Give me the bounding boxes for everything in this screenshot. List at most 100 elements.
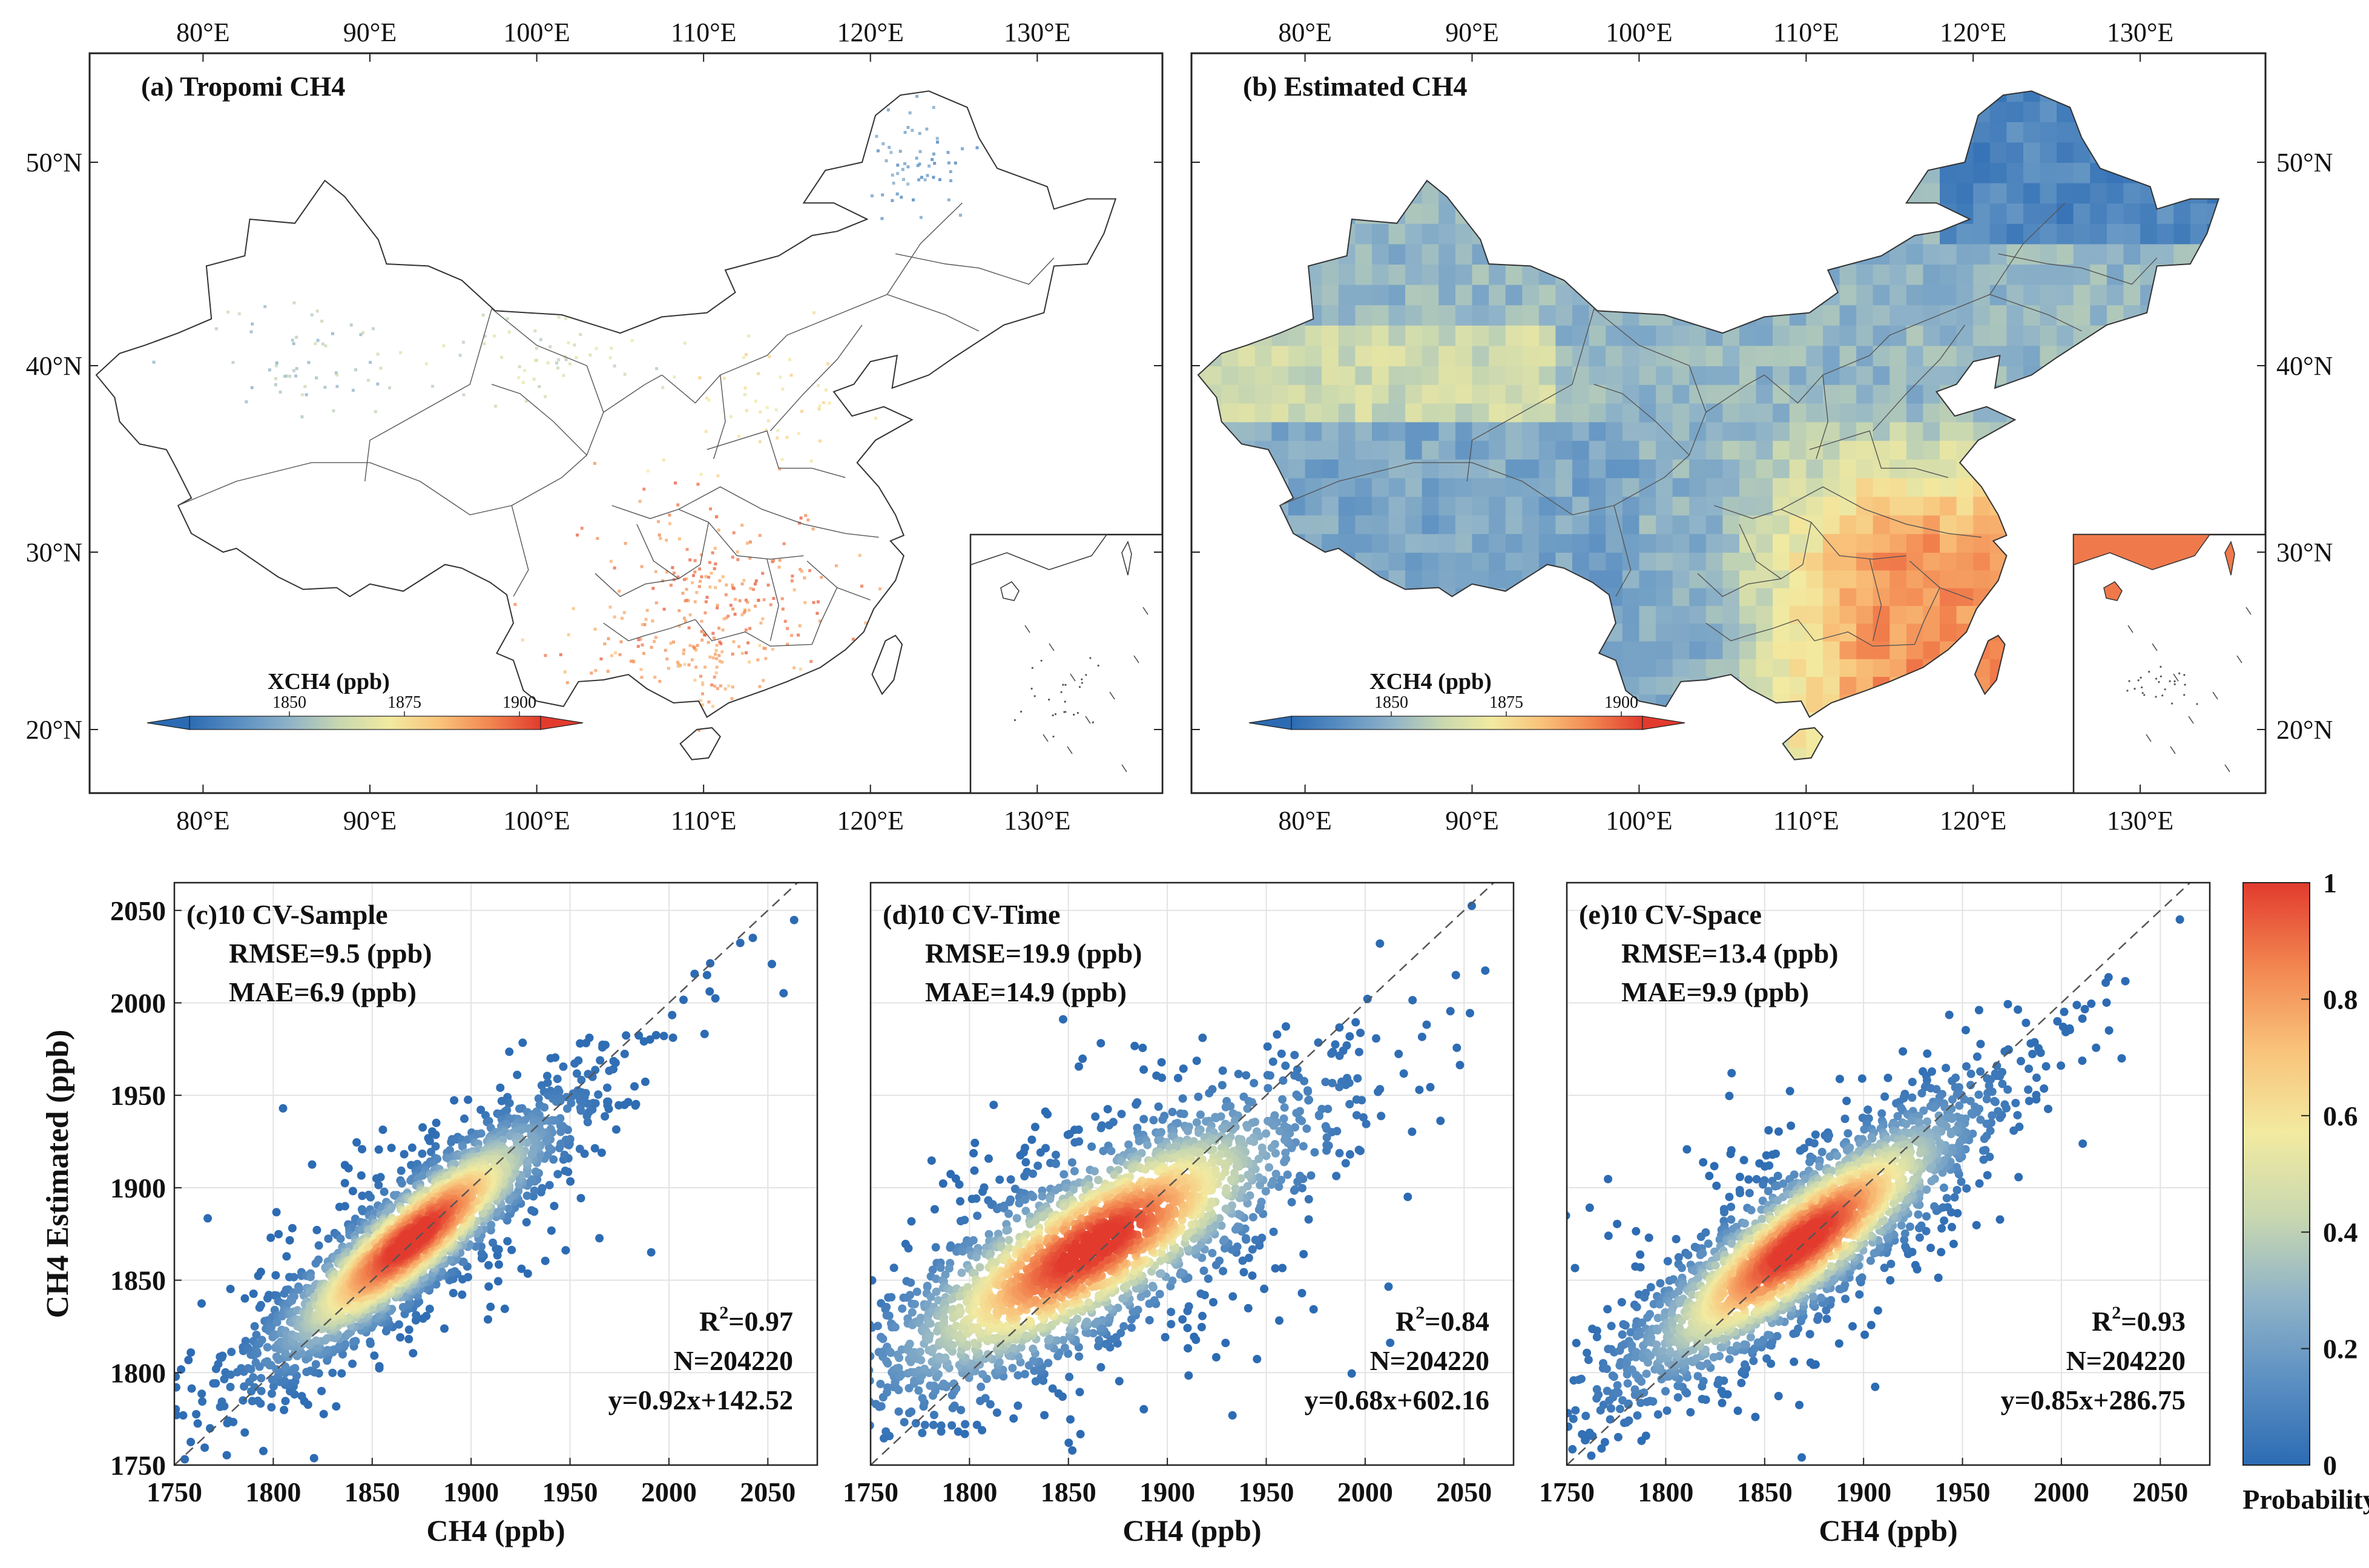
longitude-tick-bottom: 90°E xyxy=(1445,806,1498,835)
sample-count-label: N=204220 xyxy=(2066,1345,2186,1376)
x-tick-label: 1850 xyxy=(344,1477,400,1507)
x-tick-label: 2050 xyxy=(740,1477,796,1507)
province-boundary xyxy=(1764,374,1824,404)
x-tick-label: 1950 xyxy=(542,1477,598,1507)
mae-label: MAE=14.9 (ppb) xyxy=(925,977,1127,1007)
province-boundary xyxy=(694,619,812,647)
province-boundary xyxy=(1939,587,1974,601)
xch4-colorbar-tick: 1875 xyxy=(1489,693,1523,712)
scatter-panel-d: 1750 1800 1850 1900 1950 2000 2050 CH4 (ppb) (d)… xyxy=(843,881,1515,1547)
map-panel-label: (b) Estimated CH4 xyxy=(1243,71,1468,102)
province-boundary xyxy=(611,505,709,523)
province-boundary xyxy=(1989,294,2082,332)
province-boundary xyxy=(491,308,604,413)
province-boundary xyxy=(1909,561,1940,645)
x-tick-label: 2000 xyxy=(2034,1477,2089,1507)
province-boundary xyxy=(895,253,1055,285)
probability-colorbar: 0 0.2 0.4 0.6 0.8 1 Probability xyxy=(2242,868,2369,1515)
scatter-panel-c: 1750 1800 1850 1900 1950 2000 2050 1750 1800 1850… xyxy=(110,881,819,1547)
province-boundary xyxy=(364,308,492,482)
x-tick-label: 1900 xyxy=(1139,1477,1195,1507)
province-boundary xyxy=(1705,619,1798,642)
latitude-tick-right: 50°N xyxy=(2276,148,2333,177)
province-boundary xyxy=(491,384,588,506)
province-boundary xyxy=(837,587,871,601)
china-boundary xyxy=(95,90,1117,718)
probability-colorbar-bar xyxy=(2242,882,2310,1466)
south-china-sea-inset xyxy=(2072,533,2267,794)
probability-tick: 0.2 xyxy=(2323,1334,2358,1365)
probability-tick: 0.4 xyxy=(2323,1217,2358,1248)
regression-equation: y=0.68x+602.16 xyxy=(1305,1385,1489,1415)
xch4-colorbar-title: XCH4 (ppb) xyxy=(1369,669,1492,694)
longitude-tick-bottom: 90°E xyxy=(343,806,397,835)
x-tick-label: 1800 xyxy=(1638,1477,1693,1507)
x-axis-label: CH4 (ppb) xyxy=(1819,1514,1957,1547)
xch4-colorbar-tick: 1875 xyxy=(387,693,421,712)
south-china-sea-inset xyxy=(969,533,1164,794)
rmse-label: RMSE=9.5 (ppb) xyxy=(229,938,432,969)
x-tick-label: 1950 xyxy=(1239,1477,1294,1507)
province-boundary xyxy=(1279,462,1615,516)
province-boundary xyxy=(661,374,721,404)
xch4-colorbar-title: XCH4 (ppb) xyxy=(268,669,390,694)
longitude-tick-top: 120°E xyxy=(1940,18,2006,47)
latitude-tick-left: 20°N xyxy=(26,715,82,745)
longitude-tick-bottom: 110°E xyxy=(1773,806,1839,835)
plot-frame xyxy=(173,881,819,1466)
latitude-tick-left: 40°N xyxy=(26,351,82,381)
r-squared-label: R2=0.97 xyxy=(699,1303,793,1337)
probability-tick: 0 xyxy=(2323,1450,2337,1481)
one-to-one-line xyxy=(870,882,1495,1466)
y-tick-label: 1900 xyxy=(110,1173,166,1204)
probability-label: Probability xyxy=(2242,1484,2369,1515)
province-boundary xyxy=(1781,486,1982,538)
latitude-tick-left: 50°N xyxy=(26,148,82,177)
longitude-tick-bottom: 130°E xyxy=(1004,806,1070,835)
province-boundary xyxy=(1797,619,1915,647)
one-to-one-line xyxy=(1566,882,2191,1466)
province-boundary xyxy=(708,522,804,560)
r-squared-label: R2=0.84 xyxy=(1395,1303,1489,1337)
hainan-boundary xyxy=(1782,727,1824,760)
province-boundary xyxy=(707,430,846,478)
latitude-tick-right: 20°N xyxy=(2276,715,2333,745)
y-tick-label: 2000 xyxy=(110,988,166,1019)
probability-tick: 0.8 xyxy=(2323,984,2358,1015)
rmse-label: RMSE=13.4 (ppb) xyxy=(1621,938,1839,969)
latitude-tick-right: 30°N xyxy=(2276,538,2333,567)
y-tick-label: 1850 xyxy=(110,1265,166,1296)
x-tick-label: 2050 xyxy=(1436,1477,1492,1507)
map-panel-label: (a) Tropomi CH4 xyxy=(141,71,345,102)
x-tick-label: 1850 xyxy=(1041,1477,1096,1507)
longitude-tick-bottom: 80°E xyxy=(1278,806,1331,835)
xch4-colorbar-tick: 1850 xyxy=(1374,693,1408,712)
panel-title: (c)10 CV-Sample xyxy=(186,899,388,930)
longitude-tick-bottom: 120°E xyxy=(837,806,903,835)
xch4-colorbar-tick: 1850 xyxy=(272,693,306,712)
y-tick-label: 1950 xyxy=(110,1080,166,1111)
x-tick-label: 1750 xyxy=(147,1477,202,1507)
r-squared-label: R2=0.93 xyxy=(2092,1303,2186,1337)
x-tick-label: 1950 xyxy=(1935,1477,1991,1507)
province-boundary xyxy=(769,324,863,432)
province-boundary xyxy=(766,559,779,641)
province-boundary xyxy=(586,374,662,456)
province-boundary xyxy=(887,294,980,332)
panel-title: (d)10 CV-Time xyxy=(883,899,1060,930)
longitude-tick-top: 130°E xyxy=(1004,18,1070,47)
xch4-colorbar: XCH4 (ppb)1850 1875 1900 xyxy=(147,669,584,730)
scatter-points xyxy=(174,915,799,1465)
longitude-tick-bottom: 100°E xyxy=(1606,806,1672,835)
province-boundary xyxy=(595,573,679,598)
province-boundary xyxy=(1613,505,1632,597)
sample-count-label: N=204220 xyxy=(1370,1345,1489,1376)
province-boundary xyxy=(1689,374,1765,456)
province-boundary xyxy=(678,486,879,538)
longitude-tick-top: 120°E xyxy=(837,18,903,47)
x-tick-label: 1900 xyxy=(1836,1477,1891,1507)
probability-tick: 1 xyxy=(2323,868,2337,898)
province-boundary xyxy=(1714,505,1811,523)
one-to-one-line xyxy=(174,882,799,1466)
y-tick-label: 1800 xyxy=(110,1357,166,1388)
